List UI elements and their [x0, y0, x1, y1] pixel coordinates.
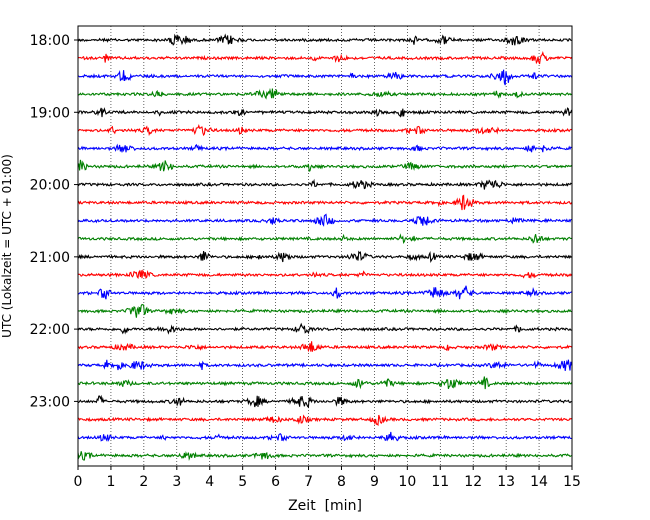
plot-background — [78, 26, 572, 466]
y-tick-label: 22:00 — [30, 322, 70, 338]
x-axis-label: Zeit [min] — [288, 498, 362, 514]
y-tick-label: 23:00 — [30, 394, 70, 410]
trace-line — [77, 341, 573, 353]
x-tick-label: 13 — [497, 474, 515, 490]
x-tick-label: 8 — [337, 474, 346, 490]
x-tick-label: 7 — [304, 474, 313, 490]
x-tick-label: 4 — [205, 474, 214, 490]
x-tick-label: 2 — [139, 474, 148, 490]
trace-line — [77, 51, 573, 65]
y-tick-label: 18:00 — [30, 33, 70, 49]
trace-line — [77, 233, 572, 244]
x-grid — [110, 26, 540, 466]
trace-line — [77, 143, 572, 153]
trace-line — [77, 269, 573, 280]
trace-line — [77, 159, 573, 173]
trace-line — [77, 451, 572, 461]
x-tick-label: 14 — [530, 474, 548, 490]
x-axis-ticks: 0 1 2 3 4 5 6 7 8 9 10 11 12 13 14 15 — [74, 466, 581, 490]
trace-line — [77, 107, 573, 118]
trace-line — [77, 322, 572, 335]
trace-line — [77, 303, 572, 318]
x-tick-label: 1 — [106, 474, 115, 490]
plot-frame — [77, 25, 573, 467]
trace-line — [77, 414, 572, 427]
x-tick-label: 5 — [238, 474, 247, 490]
trace-line — [77, 69, 573, 86]
x-tick-label: 3 — [172, 474, 181, 490]
trace-line — [77, 431, 572, 442]
trace-line — [77, 213, 572, 227]
y-axis-label: UTC (Lokalzeit = UTC + 01:00) — [0, 154, 14, 338]
x-tick-label: 6 — [271, 474, 280, 490]
x-tick-label: 9 — [370, 474, 379, 490]
trace-line — [77, 285, 572, 300]
y-tick-label: 20:00 — [30, 178, 70, 194]
trace-line — [77, 359, 573, 371]
y-tick-label: 21:00 — [30, 250, 70, 266]
x-tick-label: 15 — [563, 474, 581, 490]
x-tick-label: 0 — [74, 474, 83, 490]
trace-line — [77, 123, 572, 137]
trace-line — [77, 33, 572, 46]
trace-line — [77, 87, 572, 100]
x-tick-label: 11 — [431, 474, 449, 490]
y-axis-ticks: 18:00 19:00 20:00 21:00 22:00 23:00 — [30, 33, 78, 410]
trace-line — [77, 250, 572, 264]
trace-line — [77, 376, 573, 390]
y-tick-label: 19:00 — [30, 105, 70, 121]
x-tick-label: 10 — [398, 474, 416, 490]
trace-line — [77, 194, 573, 211]
trace-line — [77, 394, 572, 409]
trace-group — [77, 33, 573, 461]
x-tick-label: 12 — [464, 474, 482, 490]
trace-line — [77, 178, 572, 190]
